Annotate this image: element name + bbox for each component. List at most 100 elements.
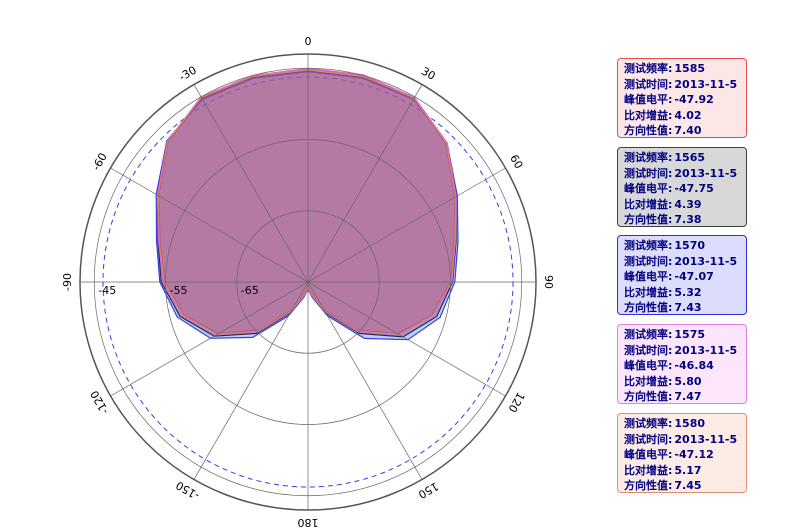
grid-spoke [193, 84, 309, 283]
grid-spoke [307, 281, 423, 480]
info-value: -46.84 [674, 359, 714, 372]
info-label: 比对增益: [624, 374, 673, 388]
info-line: 方向性值: 7.38 [624, 212, 740, 228]
info-label: 比对增益: [624, 463, 673, 477]
info-label: 测试频率: [624, 151, 673, 164]
info-label: 测试时间: [624, 77, 673, 91]
info-line: 测试时间: 2013-11-5 [624, 166, 740, 182]
info-line: 比对增益: 5.32 [624, 285, 740, 301]
info-label: 峰值电平: [624, 359, 673, 372]
info-value: 5.80 [674, 374, 702, 388]
info-label: 方向性值: [624, 124, 673, 137]
info-value: 2013-11-5 [674, 343, 738, 357]
info-label: 测试频率: [624, 328, 673, 341]
info-line: 方向性值: 7.47 [624, 389, 740, 405]
info-label: 峰值电平: [624, 448, 673, 461]
info-value: 1570 [674, 239, 706, 252]
info-value: 4.02 [674, 108, 702, 122]
info-label: 测试时间: [624, 432, 673, 446]
info-label: 比对增益: [624, 197, 673, 211]
grid-spoke [307, 281, 506, 397]
series-group [155, 67, 459, 341]
info-label: 测试时间: [624, 343, 673, 357]
info-line: 比对增益: 4.39 [624, 197, 740, 213]
info-line: 测试频率: 1570 [624, 238, 740, 254]
info-line: 测试时间: 2013-11-5 [624, 77, 740, 93]
info-label: 测试频率: [624, 62, 673, 75]
info-value: -47.07 [674, 270, 714, 283]
info-value: 2013-11-5 [674, 166, 738, 180]
info-label: 峰值电平: [624, 93, 673, 106]
grid-spoke [110, 167, 309, 283]
info-line: 方向性值: 7.45 [624, 478, 740, 494]
info-line: 峰值电平: -47.07 [624, 269, 740, 285]
r-tick-label: -65 [241, 284, 259, 297]
info-value: 1565 [674, 151, 706, 164]
theta-tick-label: 120 [505, 390, 527, 415]
grid-spoke [110, 281, 309, 397]
info-line: 方向性值: 7.40 [624, 123, 740, 139]
info-value: 7.43 [674, 301, 702, 314]
info-label: 测试时间: [624, 254, 673, 268]
info-line: 峰值电平: -47.75 [624, 181, 740, 197]
info-label: 测试频率: [624, 417, 673, 430]
grid-spoke [307, 84, 423, 283]
info-line: 峰值电平: -46.84 [624, 358, 740, 374]
polar-chart: -65-55-450306090120150180-150-120-90-60-… [61, 35, 555, 529]
grid-spoke [193, 281, 309, 480]
info-box: 测试频率: 1570 测试时间: 2013-11-5 峰值电平: -47.07 比对增益: 5… [617, 235, 747, 315]
info-line: 测试时间: 2013-11-5 [624, 343, 740, 359]
info-label: 方向性值: [624, 390, 673, 403]
r-tick-label: -45 [98, 284, 116, 297]
info-line: 比对增益: 4.02 [624, 108, 740, 124]
pattern-area [157, 69, 457, 336]
info-line: 测试频率: 1565 [624, 150, 740, 166]
info-value: 5.17 [674, 463, 702, 477]
info-label: 方向性值: [624, 301, 673, 314]
info-line: 测试时间: 2013-11-5 [624, 254, 740, 270]
info-line: 比对增益: 5.17 [624, 463, 740, 479]
info-value: -47.92 [674, 93, 714, 106]
info-label: 测试时间: [624, 166, 673, 180]
info-value: 7.38 [674, 213, 702, 226]
info-label: 方向性值: [624, 479, 673, 492]
info-label: 比对增益: [624, 108, 673, 122]
info-box: 测试频率: 1575 测试时间: 2013-11-5 峰值电平: -46.84 比对增益: 5… [617, 324, 747, 404]
theta-tick-label: -90 [61, 273, 74, 291]
info-label: 峰值电平: [624, 270, 673, 283]
info-label: 比对增益: [624, 285, 673, 299]
info-value: -47.12 [674, 448, 714, 461]
info-line: 峰值电平: -47.92 [624, 92, 740, 108]
info-label: 测试频率: [624, 239, 673, 252]
info-value: 1575 [674, 328, 706, 341]
theta-tick-label: -60 [90, 151, 110, 173]
info-label: 方向性值: [624, 213, 673, 226]
info-box: 测试频率: 1565 测试时间: 2013-11-5 峰值电平: -47.75 比对增益: 4… [617, 147, 747, 227]
theta-tick-label: 180 [298, 516, 319, 529]
info-line: 方向性值: 7.43 [624, 300, 740, 316]
info-value: 1580 [674, 417, 706, 430]
info-value: 1585 [674, 62, 706, 75]
info-line: 测试频率: 1580 [624, 416, 740, 432]
info-value: 7.47 [674, 390, 702, 403]
info-value: 7.45 [674, 479, 702, 492]
theta-tick-label: 90 [542, 275, 555, 289]
info-box: 测试频率: 1585 测试时间: 2013-11-5 峰值电平: -47.92 比对增益: 4… [617, 58, 747, 138]
info-box: 测试频率: 1580 测试时间: 2013-11-5 峰值电平: -47.12 比对增益: 5… [617, 413, 747, 493]
info-line: 测试时间: 2013-11-5 [624, 432, 740, 448]
info-value: -47.75 [674, 182, 714, 195]
info-value: 2013-11-5 [674, 77, 738, 91]
info-value: 4.39 [674, 197, 702, 211]
theta-tick-label: 0 [305, 35, 312, 48]
theta-tick-label: 30 [419, 65, 438, 83]
grid-spoke [307, 167, 506, 283]
r-tick-label: -55 [170, 284, 188, 297]
theta-tick-label: -30 [177, 64, 199, 84]
info-value: 2013-11-5 [674, 432, 738, 446]
info-line: 测试频率: 1575 [624, 327, 740, 343]
info-label: 峰值电平: [624, 182, 673, 195]
info-value: 5.32 [674, 285, 702, 299]
theta-tick-label: 150 [416, 479, 441, 501]
theta-tick-label: 60 [507, 152, 525, 171]
